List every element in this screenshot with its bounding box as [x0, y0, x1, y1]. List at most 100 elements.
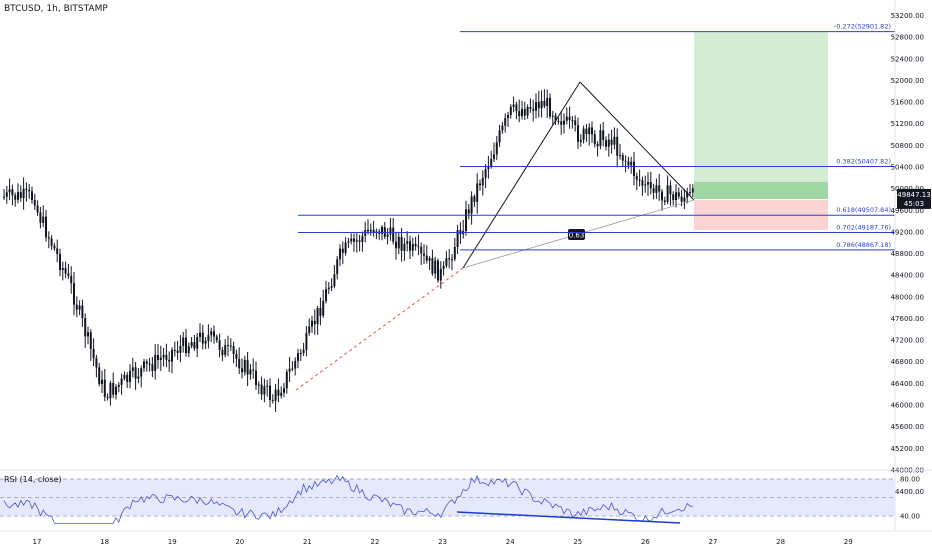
candle-body	[397, 236, 400, 249]
candle-body	[126, 374, 129, 382]
date-tick-label: 22	[371, 538, 380, 546]
candle-body	[479, 183, 481, 186]
candle-body	[154, 354, 157, 371]
candle-body	[31, 191, 33, 200]
candle-body	[498, 130, 501, 143]
candle-body	[392, 227, 395, 242]
candle-body	[61, 267, 64, 270]
price-tick-label: 51200.00	[891, 120, 924, 128]
candle-body	[218, 340, 221, 350]
candle-body	[17, 192, 19, 200]
price-tick-label: 47600.00	[891, 315, 924, 323]
candle-body	[56, 248, 59, 254]
candle-body	[523, 109, 526, 116]
candle-body	[532, 108, 535, 111]
candle-body	[431, 258, 434, 274]
pattern-leg-2	[579, 81, 695, 201]
candle-body	[610, 139, 613, 145]
candle-body	[59, 253, 61, 270]
candle-body	[411, 243, 414, 251]
candle-body	[689, 192, 691, 194]
candle-body	[465, 209, 467, 231]
candle-body	[115, 386, 117, 395]
candle-body	[173, 349, 176, 351]
candle-body	[661, 191, 663, 201]
candle-body	[134, 367, 137, 379]
candle-body	[389, 227, 392, 235]
candle-body	[246, 359, 249, 375]
candle-body	[255, 370, 257, 386]
candle-body	[28, 190, 31, 192]
candle-body	[36, 205, 39, 213]
price-tick-label: 52400.00	[891, 55, 924, 63]
candle-body	[535, 102, 537, 111]
candle-body	[400, 236, 403, 251]
candle-body	[509, 106, 512, 115]
price-tick-label: 53200.00	[891, 12, 924, 20]
candle-body	[98, 367, 101, 385]
candle-body	[283, 388, 285, 393]
overlays: 0.63	[295, 81, 695, 391]
candle-body	[669, 185, 672, 195]
candle-body	[582, 128, 585, 140]
candle-body	[484, 169, 487, 178]
rsi-pane: 80.00 40.00	[0, 469, 932, 524]
candle-body	[106, 396, 109, 399]
candles	[3, 89, 694, 412]
candle-body	[680, 196, 683, 202]
pattern-leg-1	[462, 81, 581, 269]
candle-body	[33, 199, 36, 206]
candle-body	[221, 349, 224, 356]
exchange-label: BITSTAMP	[63, 4, 108, 14]
candle-body	[501, 125, 504, 131]
candle-countdown: 45:03	[904, 200, 924, 208]
pattern-label: 0.63	[569, 232, 585, 240]
candle-body	[336, 259, 339, 275]
candle-body	[409, 241, 411, 251]
candle-body	[481, 177, 484, 186]
candle-body	[308, 326, 311, 333]
symbol-name: BTCUSD	[4, 4, 41, 14]
candle-body	[92, 348, 95, 359]
position-zones	[694, 32, 828, 230]
candle-body	[369, 229, 372, 232]
candle-body	[495, 142, 498, 155]
candle-body	[120, 378, 123, 385]
candle-body	[658, 185, 661, 192]
candle-body	[266, 385, 269, 387]
candle-body	[257, 384, 260, 386]
candle-body	[70, 275, 73, 284]
candle-body	[190, 342, 193, 347]
candle-body	[557, 120, 560, 122]
price-tick-label: 44400.00	[891, 488, 924, 496]
candle-body	[470, 196, 473, 214]
candle-body	[518, 111, 521, 117]
candle-body	[372, 229, 375, 233]
rsi-divergence-line	[456, 511, 681, 524]
candle-body	[117, 384, 120, 387]
candle-body	[319, 307, 322, 316]
price-tick-label: 49200.00	[891, 228, 924, 236]
candle-body	[288, 368, 291, 372]
candle-body	[630, 161, 633, 166]
candle-body	[176, 350, 179, 353]
interval-label: 1h	[46, 4, 58, 14]
candle-body	[182, 337, 185, 346]
candle-body	[473, 196, 476, 202]
candle-body	[269, 385, 271, 400]
candle-body	[683, 197, 686, 202]
candle-body	[109, 382, 112, 399]
candle-body	[386, 234, 389, 237]
candle-body	[11, 189, 14, 196]
date-tick-label: 25	[573, 538, 582, 546]
candle-body	[358, 240, 361, 242]
candle-body	[3, 196, 5, 198]
candle-body	[453, 246, 456, 260]
candle-body	[103, 379, 106, 397]
candle-body	[537, 102, 540, 109]
rsi-line	[3, 474, 693, 524]
candle-body	[327, 287, 330, 290]
candle-body	[87, 332, 89, 337]
candle-body	[204, 340, 207, 344]
